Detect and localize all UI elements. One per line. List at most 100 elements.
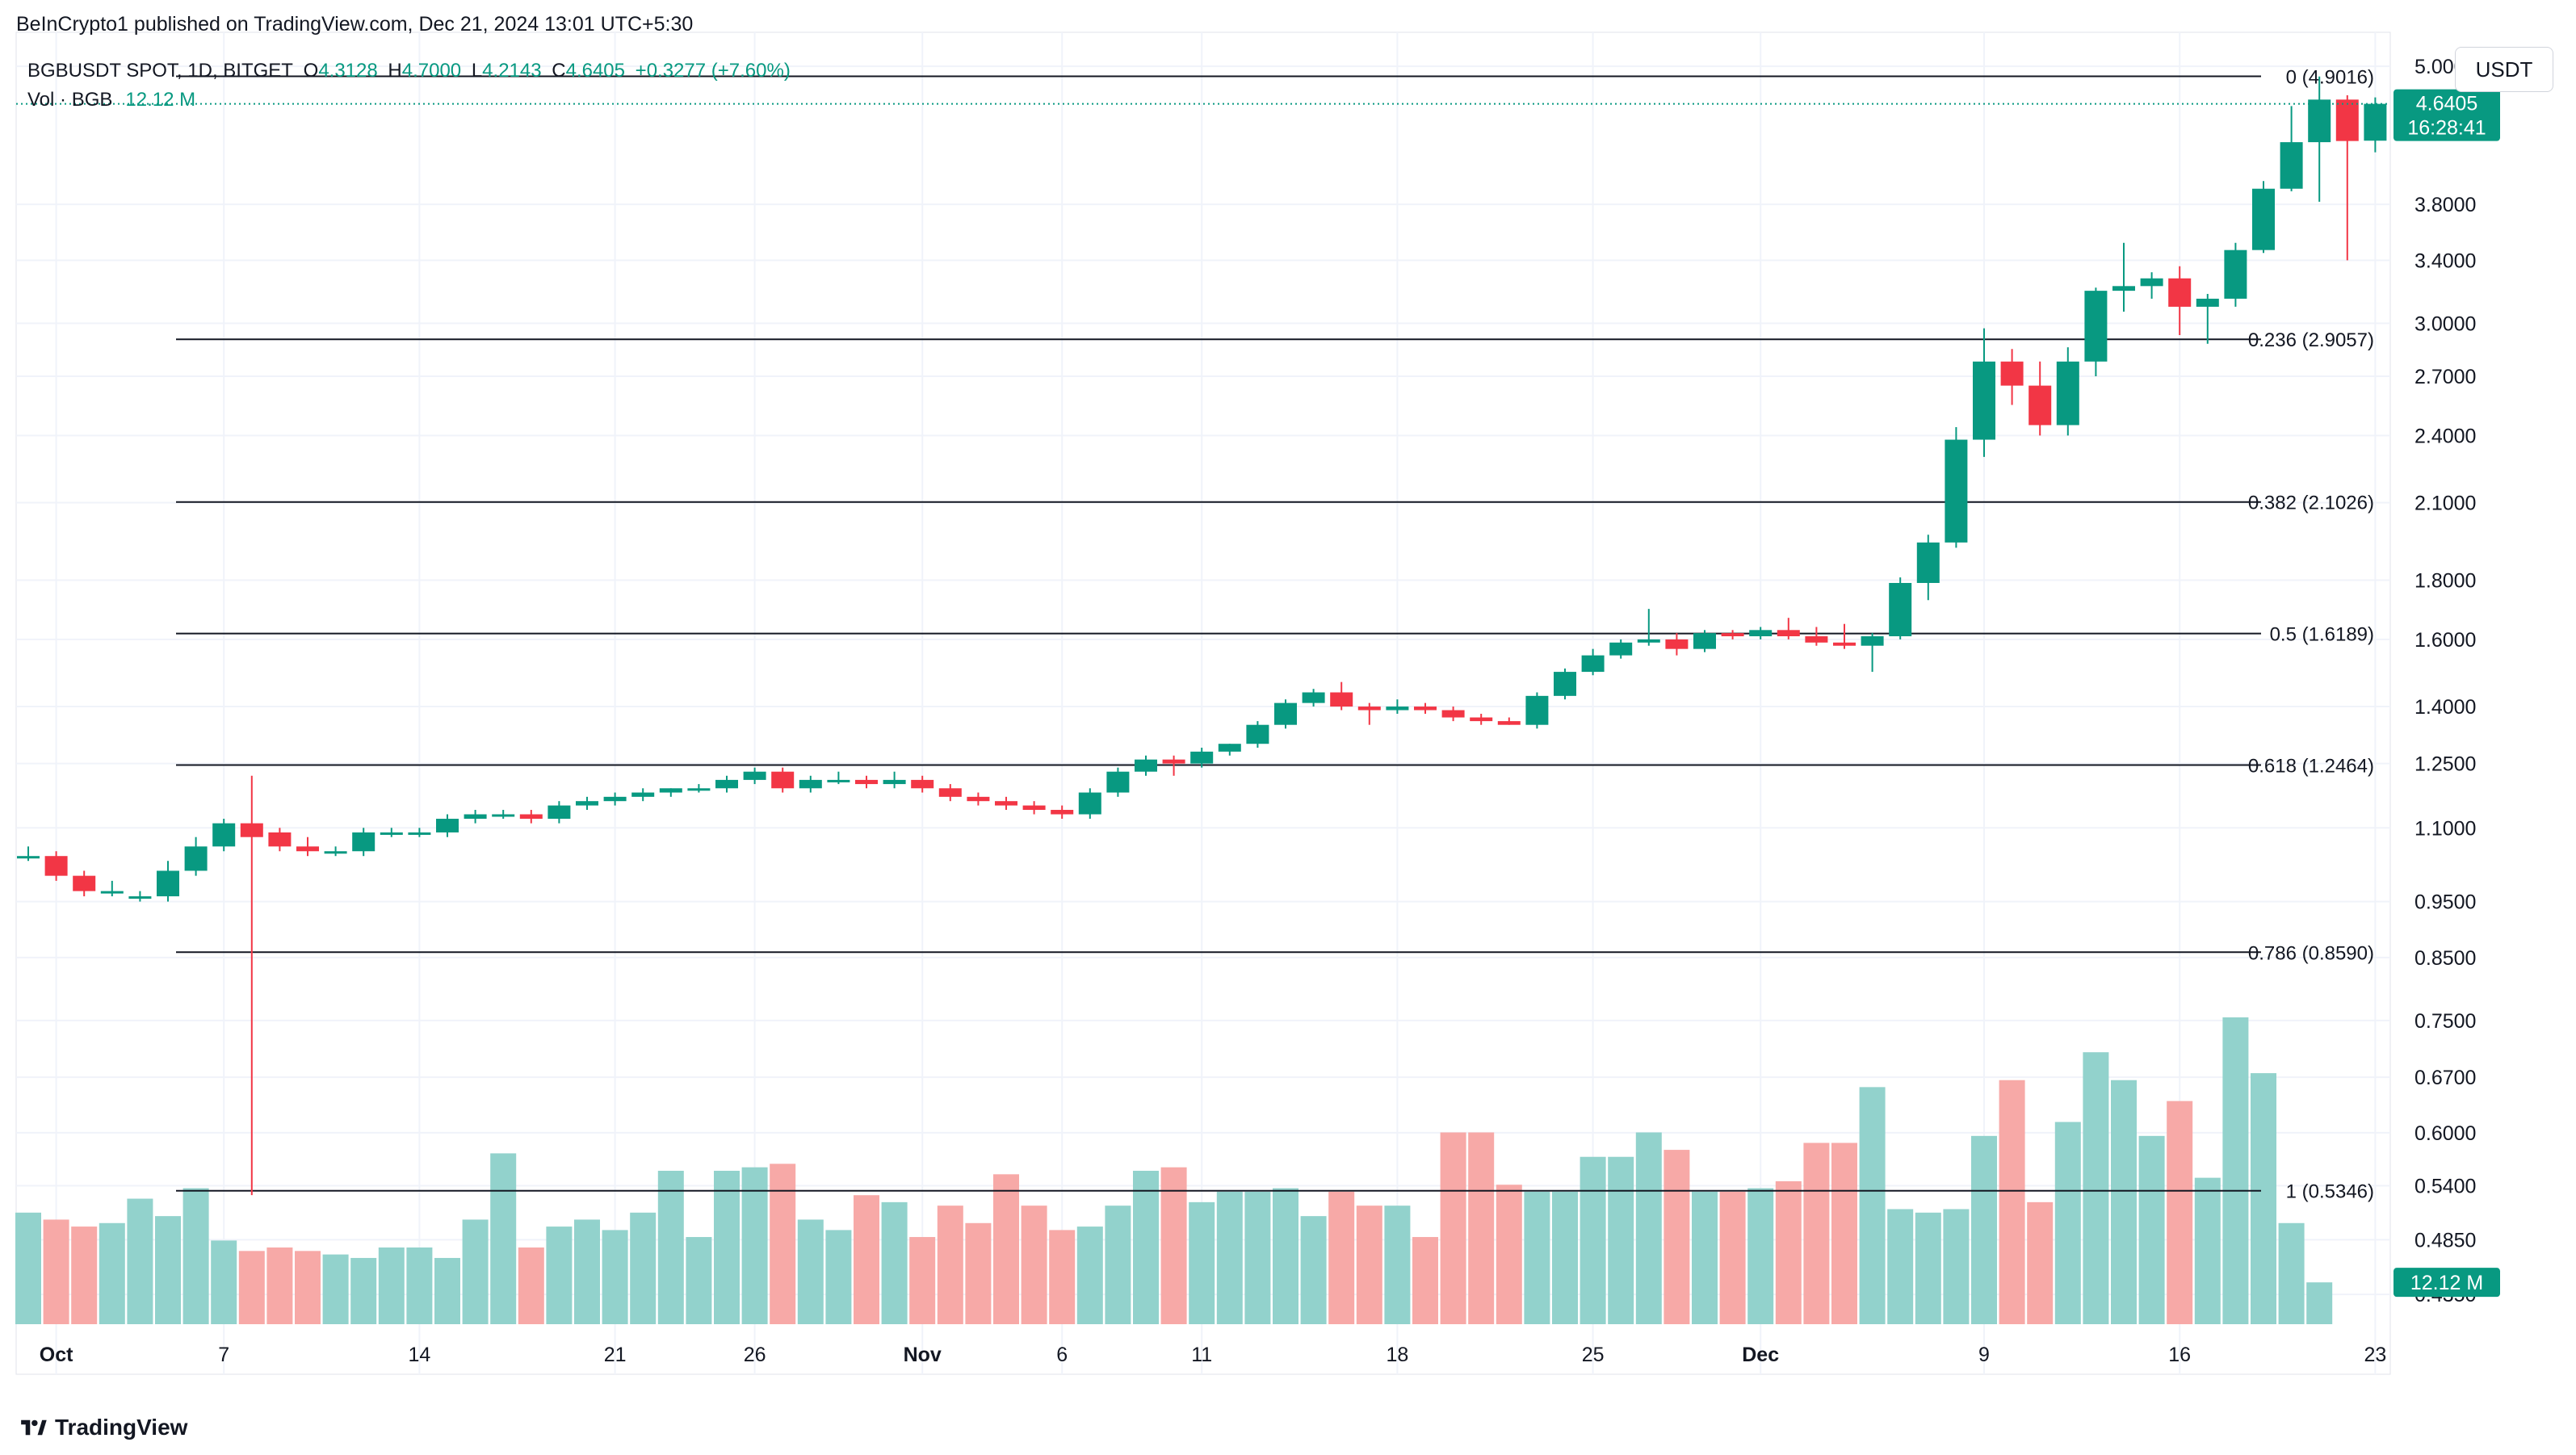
volume-bar <box>657 1171 684 1324</box>
time-axis[interactable]: Oct 7 14 21 26 Nov 6 11 18 25 Dec 9 16 23 <box>40 1344 2387 1366</box>
candle-body <box>157 870 179 897</box>
open-label: O <box>303 60 319 82</box>
volume-bar <box>1971 1135 1997 1324</box>
time-tick-label: 6 <box>1056 1344 1068 1366</box>
volume-bar <box>1076 1226 1103 1324</box>
candle-body <box>1246 724 1269 744</box>
price-tick-label: 0.9500 <box>2414 891 2476 914</box>
price-axis[interactable]: 5.00003.80003.40003.00002.70002.40002.10… <box>2393 56 2500 1306</box>
volume-bar <box>462 1219 489 1324</box>
volume-bar <box>1468 1132 1495 1324</box>
candle-body <box>2028 385 2052 426</box>
volume-bar <box>1663 1150 1690 1324</box>
candle-body <box>2308 99 2331 143</box>
high-value: 4.7000 <box>401 60 462 82</box>
volume-bar <box>15 1212 41 1324</box>
volume-bar <box>1552 1191 1578 1324</box>
volume-bar <box>1775 1180 1802 1324</box>
volume-bar <box>1244 1191 1271 1324</box>
volume-bar <box>797 1219 824 1324</box>
volume-bar <box>378 1247 405 1324</box>
candle-body <box>1135 759 1157 772</box>
time-tick-label: Oct <box>40 1344 73 1366</box>
candle-body <box>576 801 598 806</box>
candle-body <box>352 832 375 852</box>
time-tick-label: 23 <box>2364 1344 2386 1366</box>
volume-bar <box>490 1153 517 1324</box>
currency-button[interactable]: USDT <box>2455 47 2553 92</box>
candle-body <box>128 896 152 899</box>
volume-bar <box>1915 1212 1941 1324</box>
candle-body <box>73 875 96 891</box>
volume-bar <box>546 1226 573 1324</box>
fibonacci-retracement[interactable]: 0 (4.9016) 0.236 (2.9057) 0.382 (2.1026) 0.… <box>176 67 2374 1203</box>
close-label: C <box>552 60 566 82</box>
fib-level-label: 0.618 (1.2464) <box>2248 755 2374 777</box>
volume-bar <box>1105 1206 1131 1324</box>
candle-body <box>1497 721 1521 725</box>
candle-body <box>1441 710 1465 718</box>
volume-tag-value: 12.12 M <box>2410 1272 2483 1294</box>
price-tick-label: 0.6000 <box>2414 1122 2476 1145</box>
candle-body <box>1777 630 1800 636</box>
price-tick-label: 2.1000 <box>2414 492 2476 514</box>
symbol-label[interactable]: BGBUSDT SPOT, 1D, BITGET <box>27 60 293 82</box>
volume-bar <box>183 1188 209 1324</box>
last-price-tag <box>2393 89 2500 141</box>
volume-label[interactable]: Vol · BGB <box>27 89 113 111</box>
volume-bar <box>1608 1156 1634 1324</box>
volume-bar <box>1943 1209 1970 1324</box>
candle-body <box>268 832 292 847</box>
volume-bar <box>518 1247 544 1324</box>
ohlc-row: BGBUSDT SPOT, 1D, BITGET O4.3128 H4.7000… <box>27 57 795 86</box>
candle-body <box>1190 751 1214 764</box>
candle-body <box>995 801 1017 806</box>
candle-body <box>911 779 934 789</box>
fib-level-label: 0.382 (2.1026) <box>2248 493 2374 514</box>
candle-body <box>1973 361 1995 440</box>
candle-body <box>799 779 822 789</box>
price-tick-label: 0.6700 <box>2414 1067 2476 1089</box>
volume-bar <box>1440 1132 1466 1324</box>
candle-body <box>17 856 40 859</box>
candle-body <box>1357 707 1381 711</box>
candle-body <box>1414 707 1437 711</box>
candle-body <box>2335 99 2359 141</box>
volume-bar <box>1859 1087 1886 1324</box>
price-tick-label: 0.8500 <box>2414 947 2476 970</box>
candle-body <box>1861 635 1884 646</box>
volume-bar <box>295 1251 321 1324</box>
volume-bar <box>630 1212 657 1324</box>
bar-countdown: 16:28:41 <box>2407 117 2486 140</box>
volume-tag <box>2393 1268 2500 1298</box>
candle-body <box>1106 771 1130 793</box>
price-candles <box>17 76 2387 1196</box>
volume-bar <box>1803 1143 1830 1324</box>
volume-bar <box>1133 1171 1159 1324</box>
high-label: H <box>388 60 402 82</box>
volume-bar <box>1692 1191 1718 1324</box>
plot-frame <box>15 31 2391 1375</box>
candle-body <box>1889 582 1912 636</box>
volume-bar <box>1887 1209 1914 1324</box>
volume-bar <box>825 1230 852 1324</box>
time-tick-label: 26 <box>744 1344 766 1366</box>
candle-body <box>380 832 403 835</box>
volume-bar <box>211 1240 237 1324</box>
volume-bar <box>238 1251 265 1324</box>
time-tick-label: 11 <box>1191 1344 1212 1366</box>
time-tick-label: 25 <box>1582 1344 1605 1366</box>
candle-body <box>2168 278 2192 307</box>
volume-bar <box>434 1257 460 1324</box>
candle-body <box>212 823 236 847</box>
volume-bar <box>1580 1156 1606 1324</box>
last-price-value: 4.6405 <box>2416 93 2477 115</box>
candle-body <box>1302 692 1325 703</box>
fib-level-label: 0.5 (1.6189) <box>2270 624 2374 646</box>
volume-bar <box>1635 1132 1662 1324</box>
candle-body <box>1749 630 1773 636</box>
volume-bar <box>1831 1143 1857 1324</box>
volume-bar <box>1049 1230 1076 1324</box>
volume-bar <box>1216 1191 1243 1324</box>
